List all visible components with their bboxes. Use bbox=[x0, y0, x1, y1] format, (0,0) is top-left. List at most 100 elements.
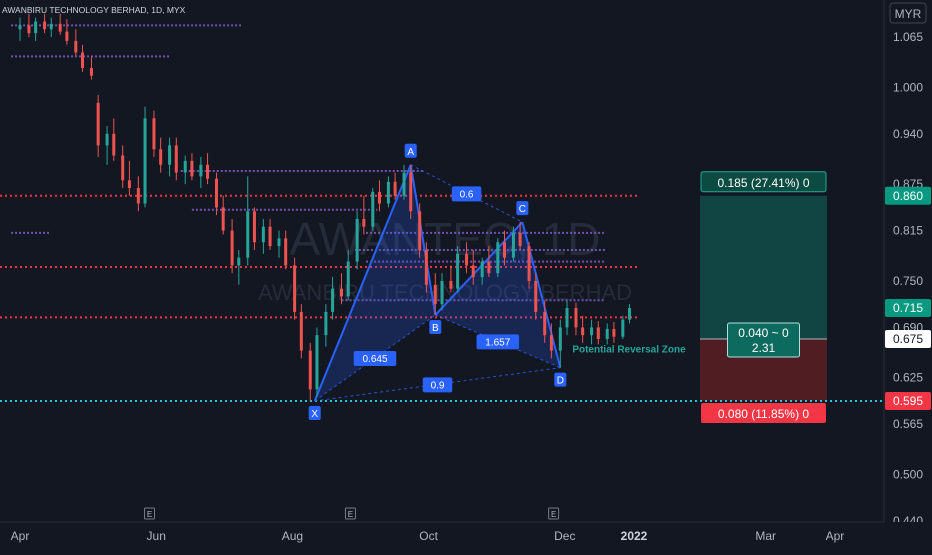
time-tick-label: 2022 bbox=[621, 529, 648, 543]
candle-body bbox=[221, 207, 225, 231]
candle-body bbox=[214, 178, 218, 208]
currency-label: MYR bbox=[895, 7, 922, 21]
candle-body bbox=[121, 155, 125, 181]
stop-label: 0.080 (11.85%) 0 bbox=[718, 407, 809, 421]
price-badge bbox=[885, 391, 931, 410]
candle-body bbox=[331, 288, 335, 312]
time-tick-label: Aug bbox=[282, 529, 303, 543]
candle-body bbox=[418, 211, 422, 250]
candle-body bbox=[449, 280, 453, 289]
candle-body bbox=[43, 21, 47, 30]
pattern-leg bbox=[313, 164, 412, 402]
price-axis[interactable]: MYR 1.0651.0000.9400.8750.8150.7500.6900… bbox=[883, 0, 932, 528]
candle-body bbox=[518, 232, 522, 247]
price-badges: 0.860 0.715 0.675 0.595 bbox=[885, 186, 931, 410]
currency-box[interactable] bbox=[889, 2, 927, 24]
candle-body bbox=[371, 191, 375, 227]
candle-body bbox=[96, 102, 100, 146]
candle-body bbox=[511, 232, 515, 258]
profit-zone[interactable] bbox=[700, 195, 827, 340]
candle-body bbox=[465, 253, 469, 266]
candle-body bbox=[496, 242, 500, 274]
price-badge-label: 0.715 bbox=[893, 301, 923, 315]
price-tick-label: 0.625 bbox=[893, 371, 923, 385]
candle-body bbox=[252, 211, 256, 243]
candle-body bbox=[268, 226, 272, 247]
candle-body bbox=[308, 350, 312, 390]
candle-body bbox=[284, 238, 288, 266]
candle-body bbox=[543, 311, 547, 336]
candle-body bbox=[605, 328, 609, 340]
candle-body bbox=[246, 211, 250, 258]
stop-label-box[interactable] bbox=[701, 402, 826, 423]
earnings-marker-label: E bbox=[551, 510, 556, 519]
candle-body bbox=[159, 149, 163, 165]
pattern-point-label: X bbox=[311, 409, 318, 420]
candle-body bbox=[18, 25, 22, 30]
price-badge-label: 0.860 bbox=[893, 189, 923, 203]
potential-reversal-zone-label: Potential Reversal Zone bbox=[572, 345, 686, 356]
price-tick-label: 0.815 bbox=[893, 224, 923, 238]
price-badge-label: 0.595 bbox=[893, 394, 923, 408]
pattern-leg bbox=[409, 164, 437, 316]
pattern-ratio-label: 0.6 bbox=[460, 189, 474, 200]
risk-reward-line-2: 2.31 bbox=[752, 341, 776, 355]
risk-reward-box[interactable] bbox=[727, 322, 800, 358]
pattern-point-label: B bbox=[432, 323, 439, 334]
pattern-ratio-label: 0.9 bbox=[431, 380, 445, 391]
candle-body bbox=[168, 145, 172, 165]
harmonic-pattern-labels: X A B C D 0.645 1.657 0.6 0.9 Potential Reversal … bbox=[308, 143, 686, 420]
price-tick-label: 0.940 bbox=[893, 127, 923, 141]
earnings-marker[interactable] bbox=[344, 507, 356, 520]
candle-body bbox=[89, 67, 93, 76]
candle-body bbox=[440, 280, 444, 305]
candle-body bbox=[621, 319, 625, 337]
time-axis[interactable]: Apr Jun Aug Oct Dec 2022 Mar Apr bbox=[0, 521, 932, 550]
candle-body bbox=[377, 191, 381, 204]
position-zones bbox=[700, 195, 827, 401]
candle-body bbox=[206, 164, 210, 179]
pattern-ratio-badge bbox=[353, 350, 397, 366]
earnings-marker[interactable] bbox=[143, 507, 155, 520]
price-axis-background bbox=[884, 0, 932, 522]
target-label-box[interactable] bbox=[700, 171, 827, 193]
candle-body bbox=[503, 242, 507, 258]
pattern-point-badge bbox=[516, 201, 529, 216]
candle-body bbox=[58, 23, 62, 32]
pattern-point-badge bbox=[404, 143, 417, 158]
candle-body bbox=[190, 160, 194, 177]
candle-body bbox=[65, 31, 69, 41]
candle-body bbox=[424, 249, 428, 285]
candle-body bbox=[574, 308, 578, 328]
earnings-marker[interactable] bbox=[548, 507, 560, 520]
candle-body bbox=[49, 23, 53, 30]
candle-body bbox=[293, 265, 297, 312]
candles bbox=[18, 13, 632, 401]
candle-body bbox=[261, 226, 265, 243]
candle-body bbox=[534, 280, 538, 312]
candle-body bbox=[456, 253, 460, 289]
candle-body bbox=[127, 180, 131, 189]
candle-body bbox=[230, 230, 234, 266]
price-badge-label: 0.675 bbox=[893, 332, 923, 346]
candle-body bbox=[105, 133, 109, 146]
price-tick-label: 0.565 bbox=[893, 417, 923, 431]
candle-body bbox=[183, 160, 187, 173]
candle-body bbox=[471, 265, 475, 278]
pattern-point-label: D bbox=[557, 376, 564, 387]
candle-body bbox=[152, 118, 156, 150]
candle-body bbox=[612, 328, 616, 337]
symbol-info: AWANBIRU TECHNOLOGY BERHAD, 1D, MYX bbox=[2, 5, 186, 15]
candle-body bbox=[590, 327, 594, 336]
price-badge bbox=[885, 330, 931, 349]
watermark-name: AWANBIRU TECHNOLOGY BERHAD bbox=[258, 280, 632, 305]
candle-body bbox=[393, 181, 397, 196]
time-tick-label: Apr bbox=[11, 529, 30, 543]
position-labels[interactable]: 0.185 (27.41%) 0 0.080 (11.85%) 0 0.040 ~ … bbox=[700, 171, 827, 423]
candle-body bbox=[112, 133, 116, 156]
price-badge bbox=[885, 299, 931, 318]
candle-body bbox=[324, 311, 328, 336]
